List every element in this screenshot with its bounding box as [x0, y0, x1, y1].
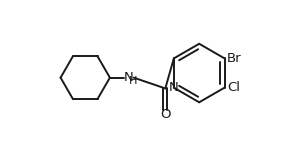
Text: Br: Br: [227, 52, 241, 65]
Text: N: N: [169, 81, 179, 94]
Text: H: H: [129, 76, 137, 86]
Text: N: N: [123, 71, 133, 84]
Text: O: O: [160, 108, 171, 121]
Text: Cl: Cl: [227, 81, 240, 94]
